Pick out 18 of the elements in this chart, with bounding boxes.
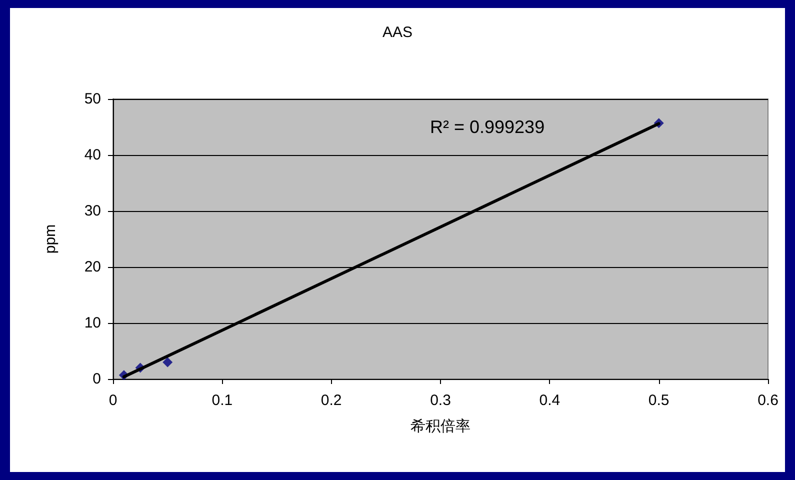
annotation: R² = 0.999239	[430, 117, 545, 137]
y-tick-label: 10	[84, 314, 101, 332]
x-tick-label: 0.6	[758, 392, 778, 409]
y-tick-label: 50	[84, 90, 101, 108]
x-tick-label: 0.5	[648, 392, 670, 409]
x-tick-label: 0.3	[430, 392, 451, 409]
x-tick-label: 0.2	[320, 392, 342, 409]
x-axis-title: 希积倍率	[410, 418, 470, 435]
point	[162, 357, 173, 368]
chart-title: AAS	[382, 24, 413, 41]
x-tick-label: 0	[108, 392, 118, 409]
y-axis-title: ppm	[42, 224, 59, 254]
y-tick-label: 0	[92, 370, 101, 388]
y-tick-label: 30	[84, 202, 101, 220]
x-tick-label: 0.1	[212, 392, 233, 409]
x-tick-label: 0.4	[539, 392, 560, 409]
y-tick-label: 40	[84, 146, 101, 164]
y-tick-label: 20	[84, 258, 101, 276]
